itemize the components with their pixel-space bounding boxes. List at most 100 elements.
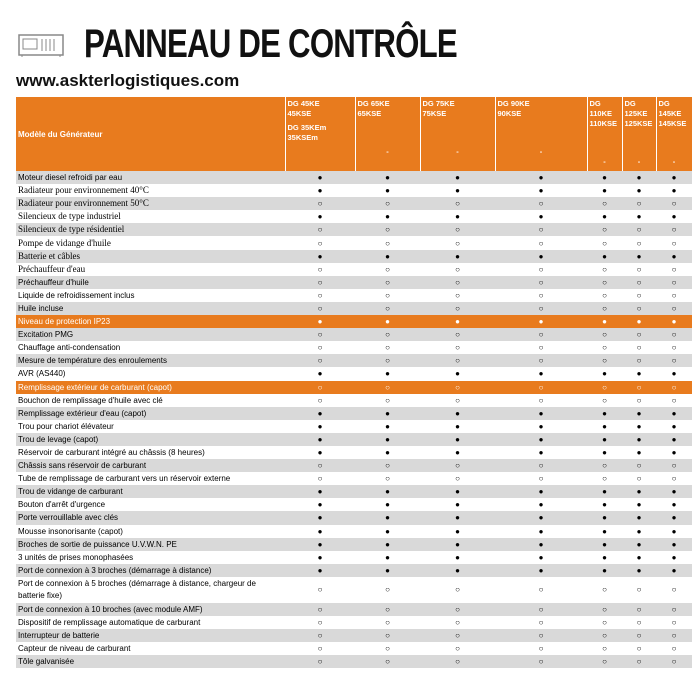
cell: ● [455, 369, 460, 379]
cell: ○ [385, 290, 390, 300]
cell: ○ [636, 343, 642, 353]
row: Excitation PMG ○ ○ ○ ○ ○ ○ ○ [16, 328, 692, 342]
cell: ● [455, 448, 460, 458]
header-line: - [637, 157, 641, 166]
cell: ● [385, 186, 390, 196]
row: Radiateur pour environnement 40°C ● ● ● ● ● ● ● [16, 184, 692, 197]
row: Mesure de température des enroulements ○ ○… [16, 354, 692, 368]
cell: ○ [587, 223, 622, 237]
header-line: DG 45KE [287, 99, 320, 108]
cell: ○ [656, 275, 692, 289]
header-line: 125KE [624, 109, 648, 118]
cell: ○ [587, 380, 622, 394]
row: Capteur de niveau de carburant ○ ○ ○ ○ ○ ○ ○ [16, 642, 692, 655]
cell: ○ [622, 328, 656, 342]
cell: ○ [285, 354, 355, 368]
row-label: Mousse insonorisante (capot) [18, 526, 123, 536]
cell: ○ [656, 655, 692, 669]
header-line: 145KE [658, 109, 682, 118]
cell: ○ [636, 238, 642, 248]
cell: ○ [622, 629, 656, 643]
row: Préchauffeur d'huile ○ ○ ○ ○ ○ ○ ○ [16, 275, 692, 289]
cell: ● [495, 171, 587, 185]
row-label: Trou pour chariot élévateur [18, 421, 114, 431]
row-label: Broches de sortie de puissance U.V.W.N. … [16, 537, 285, 551]
cell: ● [285, 563, 355, 577]
cell: ○ [622, 602, 656, 616]
header-line: DG [589, 99, 601, 108]
cell: ● [285, 432, 355, 446]
corner: Modèle du Générateur [16, 97, 286, 171]
cell: ○ [538, 343, 544, 353]
cell: ○ [355, 301, 420, 316]
cell: ● [420, 563, 495, 577]
cell: ● [602, 500, 607, 510]
cell: ○ [355, 223, 420, 237]
cell: ○ [317, 343, 323, 353]
row-label: Tôle galvanisée [16, 655, 285, 669]
cell: ○ [285, 275, 355, 289]
cell: ● [587, 171, 622, 185]
cell: ● [538, 526, 544, 536]
cell: ● [385, 369, 390, 379]
cell: ○ [355, 459, 420, 473]
row: Remplissage extérieur de carburant (capo… [16, 380, 692, 394]
cell: ○ [455, 395, 460, 405]
cell: ● [671, 552, 677, 562]
cell: ○ [587, 459, 622, 473]
row-label: Capteur de niveau de carburant [18, 644, 131, 654]
cell: ○ [495, 328, 587, 342]
cell: ○ [385, 395, 390, 405]
row: Bouton d'arrêt d'urgence ● ● ● ● ● ● ● [16, 498, 692, 511]
cell: ● [285, 171, 355, 185]
cell: ● [622, 315, 656, 329]
row: Port de connexion à 5 broches (démarrage… [16, 577, 692, 603]
cell: ○ [495, 602, 587, 616]
cell: ○ [538, 474, 544, 484]
row-label: Tube de remplissage de carburant vers un… [18, 474, 231, 484]
cell: ● [355, 171, 420, 185]
cell: ○ [636, 618, 642, 628]
cell: ● [671, 186, 677, 196]
cell: ○ [587, 629, 622, 643]
column-header: DG 110KE 110KSE - [587, 97, 623, 171]
row: Port de connexion à 3 broches (démarrage… [16, 563, 692, 577]
cell: ● [602, 526, 607, 536]
cell: ○ [495, 655, 587, 669]
header-line: DG [624, 99, 636, 108]
cell: ● [355, 432, 420, 446]
cell: ● [455, 186, 460, 196]
cell: ○ [656, 328, 692, 342]
row-label: Trou de vidange de carburant [16, 485, 285, 499]
cell: ● [285, 511, 355, 525]
cell: ○ [656, 602, 692, 616]
cell: ○ [455, 238, 460, 248]
row-label: Chauffage anti-condensation [18, 343, 121, 353]
cell: ○ [656, 301, 692, 316]
header-line: - [456, 147, 459, 156]
header-line: DG 35KEm [287, 123, 327, 132]
cell: ○ [495, 301, 587, 316]
cell: ○ [420, 223, 495, 237]
header-line: 65KSE [357, 109, 382, 118]
cell: ○ [656, 354, 692, 368]
cell: ○ [455, 618, 460, 628]
cell: ○ [656, 223, 692, 237]
cell: ● [671, 500, 677, 510]
row: Mousse insonorisante (capot) ● ● ● ● ● ● ● [16, 525, 692, 538]
row: Interrupteur de batterie ○ ○ ○ ○ ○ ○ ○ [16, 629, 692, 643]
cell: ○ [285, 629, 355, 643]
cell: ○ [671, 264, 677, 274]
row-label: 3 unités de prises monophasées [18, 552, 134, 562]
row: Chauffage anti-condensation ○ ○ ○ ○ ○ ○ ○ [16, 341, 692, 354]
cell: ○ [538, 644, 544, 654]
cell: ● [420, 485, 495, 499]
cell: ○ [317, 238, 323, 248]
cell: ○ [671, 343, 677, 353]
cell: ○ [385, 644, 390, 654]
cell: ○ [355, 602, 420, 616]
cell: ○ [420, 629, 495, 643]
cell: ○ [420, 275, 495, 289]
cell: ○ [587, 301, 622, 316]
